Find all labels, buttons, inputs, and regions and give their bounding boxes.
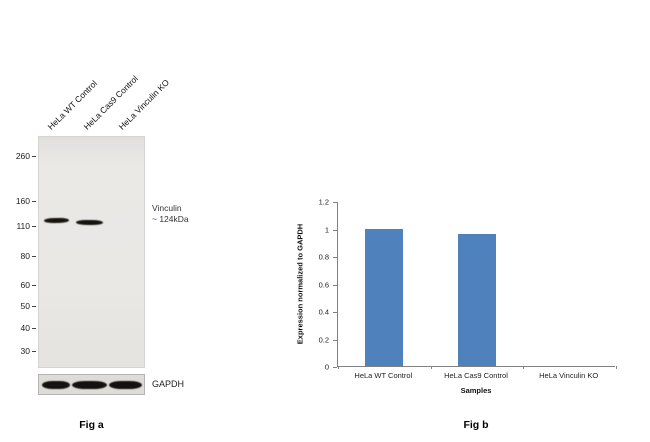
target-name: Vinculin [152,203,182,213]
mw-marker: 40 [0,324,36,333]
y-tick-label: 0 [324,362,329,372]
mw-tick [32,256,36,258]
mw-tick [32,285,36,287]
x-tick-mark [338,366,339,369]
x-tick-mark [430,366,432,369]
chart-bar [365,228,404,366]
y-tick-mark [333,284,337,286]
mw-tick [32,328,36,330]
mw-marker: 60 [0,281,36,290]
gapdh-band-lane2 [72,381,107,389]
x-tick-label: HeLa Vinculin KO [539,371,599,380]
y-tick-mark [333,339,337,341]
vinculin-band-lane2 [75,219,104,226]
mw-marker: 110 [0,222,36,231]
x-axis-title: Samples [460,386,492,395]
mw-tick [32,201,36,203]
target-band-annotation: Vinculin ~ 124kDa [152,203,189,225]
x-tick-label: HeLa WT Control [354,371,413,380]
target-mw: ~ 124kDa [152,214,189,224]
y-tick-mark [333,312,337,313]
y-tick-label: 1 [324,225,329,234]
western-blot-image [38,136,145,368]
y-tick-label: 0.2 [318,335,329,344]
fig-a-caption: Fig a [79,419,104,431]
loading-control-blot [38,374,145,395]
mw-marker: 260 [0,152,36,161]
gapdh-band-lane3 [109,381,142,389]
x-tick-mark [616,366,617,369]
mw-tick [32,226,36,228]
gapdh-band-lane1 [42,381,70,389]
y-axis: 0 0.2 0.4 0.6 0.8 1 1.2 [293,198,337,372]
y-tick-label: 0.6 [318,280,329,289]
x-tick-mark [523,366,525,369]
plot-area [337,202,617,369]
mw-tick [32,351,36,353]
mw-tick [32,156,36,158]
mw-marker: 80 [0,252,36,261]
y-tick-label: 0.8 [318,252,329,262]
x-tick-label: HeLa Cas9 Control [444,371,508,380]
y-tick-mark [333,367,337,368]
mw-marker: 30 [0,347,36,356]
mw-tick [32,306,36,308]
mw-marker: 160 [0,197,36,206]
vinculin-band-lane1 [43,217,70,224]
mw-marker: 50 [0,302,36,311]
y-tick-mark [333,257,337,258]
y-tick-label: 1.2 [318,197,329,207]
y-tick-mark [333,202,337,203]
chart-bar [458,234,496,366]
x-axis-labels: HeLa WT Control HeLa Cas9 Control HeLa Vin… [337,371,615,381]
loading-control-label: GAPDH [152,379,185,389]
fig-b-caption: Fig b [463,419,489,431]
y-tick-label: 0.4 [318,307,329,317]
y-tick-mark [333,229,337,231]
